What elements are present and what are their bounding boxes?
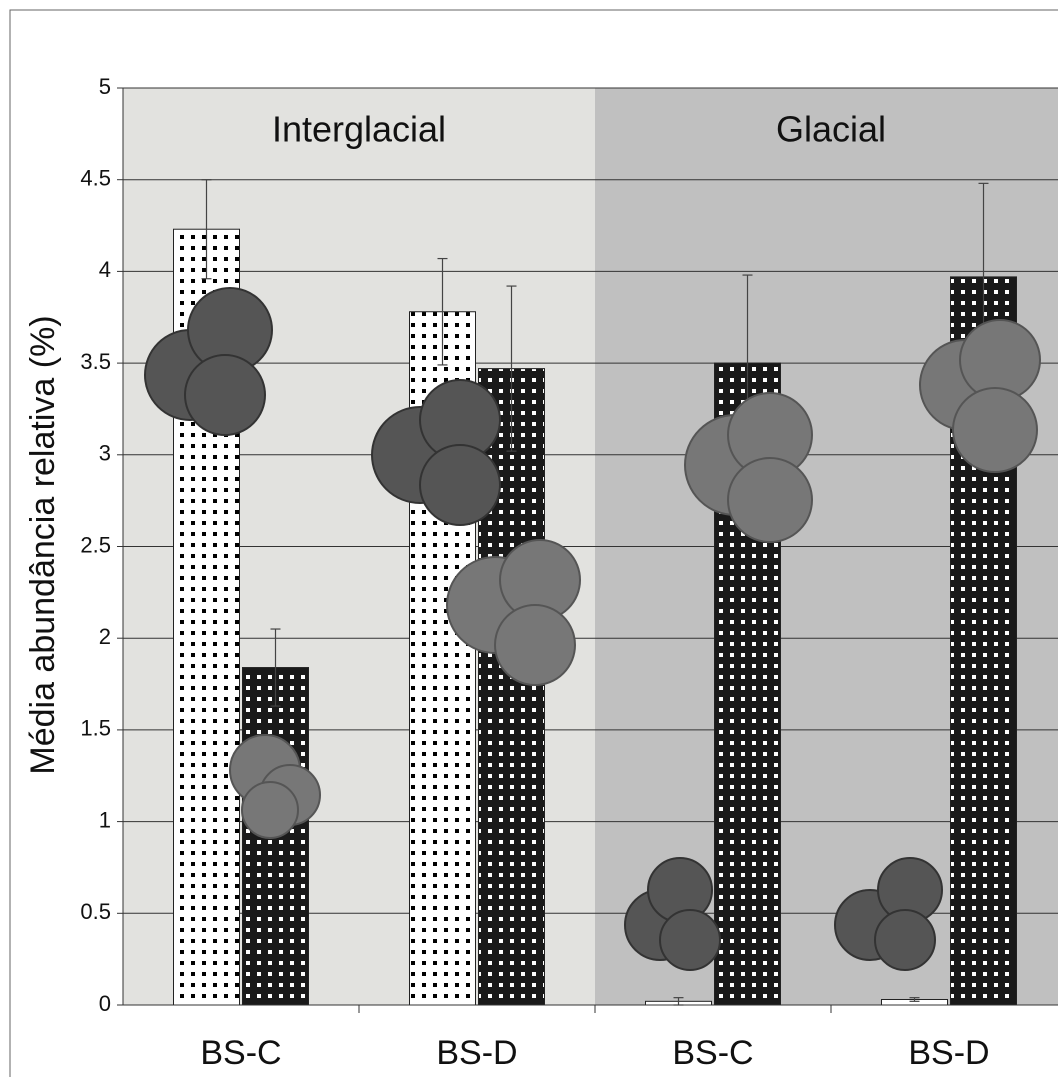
y-tick-label: 4	[99, 257, 111, 282]
region-label: Interglacial	[272, 109, 446, 150]
y-tick-label: 3	[99, 441, 111, 466]
chart: Interglacial Glacial 0 0.5 1 1.5 2 2.5 3 3.5 4 4.5…	[0, 0, 1058, 1077]
y-tick-label: 5	[99, 74, 111, 99]
y-tick-label: 0.5	[80, 899, 111, 924]
x-tick-label: BS-C	[672, 1034, 753, 1072]
y-tick-label: 3.5	[80, 349, 111, 374]
x-tick-label: BS-C	[200, 1034, 281, 1072]
y-axis-label: Média abundância relativa (%)	[24, 315, 62, 774]
y-tick-label: 2.5	[80, 532, 111, 557]
y-tick-label: 1.5	[80, 716, 111, 741]
x-tick-label: BS-D	[436, 1034, 517, 1072]
y-tick-label: 0	[99, 991, 111, 1016]
y-tick-label: 4.5	[80, 166, 111, 191]
page: {"chart_data": { "type": "bar", "y_label…	[0, 0, 1058, 1077]
x-tick-label: BS-D	[908, 1034, 989, 1072]
y-tick-label: 1	[99, 807, 111, 832]
y-tick-label: 2	[99, 624, 111, 649]
region-label: Glacial	[776, 109, 886, 150]
